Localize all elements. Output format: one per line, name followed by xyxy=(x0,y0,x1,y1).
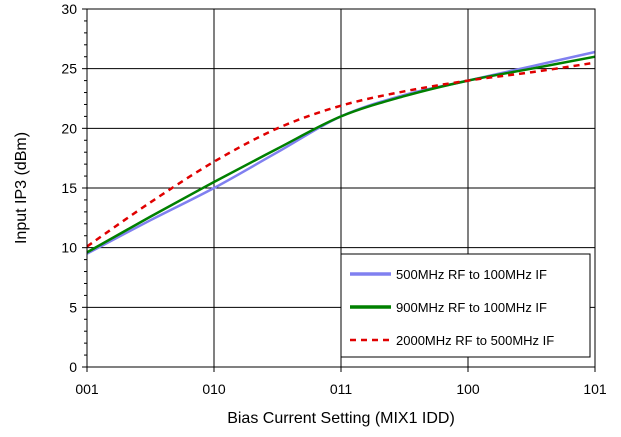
legend-label-1: 500MHz RF to 100MHz IF xyxy=(396,267,547,282)
tick-labels: 0 5 10 15 20 25 30 001 010 011 100 101 xyxy=(61,1,606,397)
series-line-2 xyxy=(86,55,596,254)
legend-label-2: 900MHz RF to 100MHz IF xyxy=(396,300,547,315)
series-line-3 xyxy=(86,61,596,248)
x-tick-label: 010 xyxy=(202,381,226,397)
y-tick-label: 30 xyxy=(61,1,77,17)
y-tick-label: 5 xyxy=(69,299,77,315)
y-tick-label: 25 xyxy=(61,61,77,77)
series-lines xyxy=(86,50,596,255)
y-tick-label: 0 xyxy=(69,359,77,375)
legend-label-3: 2000MHz RF to 500MHz IF xyxy=(396,333,554,348)
y-tick-label: 10 xyxy=(61,240,77,256)
y-axis-label: Input IP3 (dBm) xyxy=(13,132,30,244)
y-tick-label: 20 xyxy=(61,120,77,136)
legend: 500MHz RF to 100MHz IF 900MHz RF to 100MH… xyxy=(340,253,591,358)
x-tick-label: 101 xyxy=(583,381,607,397)
x-tick-label: 100 xyxy=(456,381,480,397)
y-tick-label: 15 xyxy=(61,180,77,196)
x-axis-label: Bias Current Setting (MIX1 IDD) xyxy=(227,410,455,427)
x-tick-label: 011 xyxy=(330,381,353,397)
x-tick-label: 001 xyxy=(75,381,99,397)
axis-ticks xyxy=(82,8,596,372)
